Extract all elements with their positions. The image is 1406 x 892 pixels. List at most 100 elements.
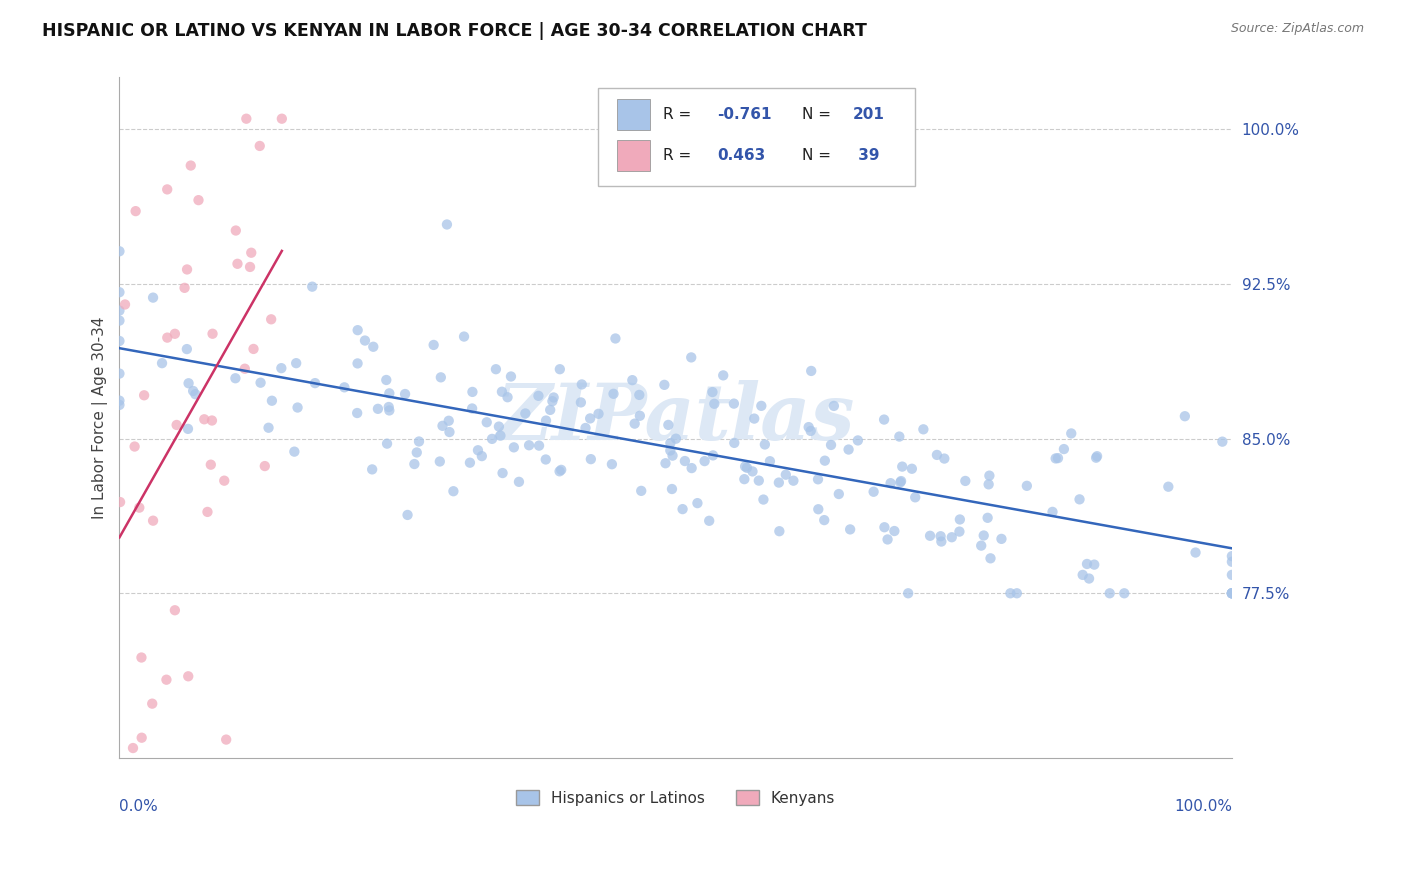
Point — [813, 513, 835, 527]
Point — [142, 514, 165, 528]
Point — [873, 412, 896, 426]
Point — [134, 388, 156, 402]
Point — [659, 443, 682, 458]
Point — [1042, 505, 1064, 519]
Point — [225, 223, 247, 237]
Point — [184, 387, 207, 401]
Point — [193, 412, 215, 426]
Point — [693, 454, 716, 468]
Point — [955, 474, 977, 488]
Point — [1174, 409, 1197, 424]
Text: N =: N = — [803, 107, 831, 122]
Point — [548, 362, 571, 376]
Point — [461, 384, 484, 399]
Point — [734, 459, 756, 474]
Point — [1069, 492, 1091, 507]
Point — [889, 475, 911, 490]
Point — [249, 376, 271, 390]
Point — [122, 741, 145, 756]
Point — [114, 297, 136, 311]
Point — [108, 334, 131, 348]
Point — [1015, 479, 1038, 493]
Point — [1083, 558, 1105, 572]
Point — [759, 454, 782, 468]
Point — [180, 159, 202, 173]
Point — [661, 482, 683, 496]
Point — [108, 495, 131, 509]
Point — [918, 529, 941, 543]
Point — [800, 364, 823, 378]
Point — [912, 422, 935, 436]
Point — [673, 454, 696, 468]
Point — [378, 403, 401, 417]
Point — [697, 514, 720, 528]
Point — [156, 331, 179, 345]
Point — [879, 476, 901, 491]
Point — [131, 650, 153, 665]
Point — [515, 407, 537, 421]
Point — [839, 522, 862, 536]
Point — [432, 418, 454, 433]
Text: 0.0%: 0.0% — [120, 799, 159, 814]
Point — [142, 291, 165, 305]
Point — [1220, 586, 1243, 600]
Point — [749, 399, 772, 413]
Point — [187, 193, 209, 207]
Point — [481, 432, 503, 446]
Point — [283, 444, 305, 458]
Point — [681, 351, 703, 365]
Point — [197, 505, 219, 519]
Point — [496, 390, 519, 404]
Point — [108, 303, 131, 318]
Point — [846, 434, 869, 448]
Point — [304, 376, 326, 391]
Point — [1220, 567, 1243, 582]
Point — [569, 395, 592, 409]
Point — [901, 462, 924, 476]
Point — [1005, 586, 1028, 600]
Point — [973, 528, 995, 542]
Point — [108, 244, 131, 259]
Point — [458, 456, 481, 470]
Point — [659, 436, 682, 450]
Point — [346, 406, 368, 420]
Point — [661, 449, 683, 463]
Point — [711, 368, 734, 383]
Point — [630, 483, 652, 498]
Point — [807, 472, 830, 486]
Point — [1098, 586, 1121, 600]
FancyBboxPatch shape — [617, 99, 650, 129]
Point — [654, 377, 676, 392]
Point — [239, 260, 262, 274]
Point — [124, 204, 146, 219]
Point — [176, 262, 198, 277]
Point — [467, 443, 489, 458]
Point — [488, 419, 510, 434]
Point — [703, 397, 725, 411]
Text: 201: 201 — [852, 107, 884, 122]
Point — [346, 356, 368, 370]
Point — [823, 399, 845, 413]
Point — [361, 462, 384, 476]
Point — [541, 394, 564, 409]
Point — [741, 464, 763, 478]
Point — [941, 530, 963, 544]
Point — [1060, 426, 1083, 441]
Point — [491, 466, 513, 480]
Point — [173, 281, 195, 295]
Point — [301, 279, 323, 293]
Point — [1211, 434, 1233, 449]
Text: ZIPatlas: ZIPatlas — [496, 380, 855, 456]
Point — [394, 387, 416, 401]
Point — [934, 451, 956, 466]
Point — [979, 551, 1001, 566]
Point — [890, 474, 912, 488]
Point — [925, 448, 948, 462]
Point — [405, 445, 427, 459]
Point — [657, 417, 679, 432]
Point — [891, 459, 914, 474]
Point — [363, 340, 385, 354]
Point — [166, 417, 188, 432]
Point — [976, 511, 998, 525]
Point — [775, 467, 797, 482]
